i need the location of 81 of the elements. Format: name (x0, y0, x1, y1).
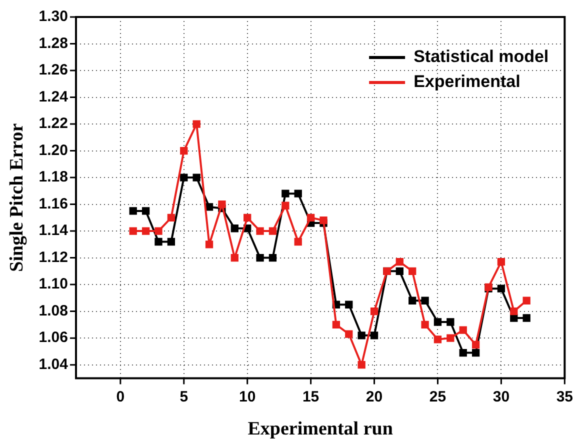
point (459, 326, 467, 334)
point (230, 224, 238, 232)
point (218, 200, 226, 208)
point (434, 336, 442, 344)
point (294, 190, 302, 198)
point (370, 332, 378, 340)
point (358, 360, 366, 369)
point (370, 307, 378, 316)
point (497, 284, 506, 292)
point (268, 254, 277, 262)
point (154, 227, 162, 235)
point (244, 214, 252, 222)
point (180, 174, 188, 182)
x-tick-label: 30 (492, 388, 510, 406)
y-tick-label: 1.06 (38, 329, 68, 346)
y-tick-label: 1.28 (38, 34, 68, 52)
legend-label: Statistical model (414, 47, 549, 66)
point (434, 318, 442, 326)
point (294, 238, 302, 246)
point (129, 207, 137, 215)
point (408, 296, 416, 304)
y-tick-label: 1.20 (38, 142, 68, 159)
point (421, 296, 429, 304)
x-tick-label: 20 (366, 388, 383, 406)
point (510, 314, 518, 322)
y-axis-title: Single Pitch Error (6, 122, 28, 272)
x-tick-label: 10 (239, 388, 256, 406)
x-tick-label: 5 (180, 388, 188, 406)
point (268, 227, 277, 235)
point (205, 203, 214, 211)
x-tick-label: 25 (429, 388, 446, 406)
point (459, 348, 467, 357)
point (205, 240, 214, 248)
point (282, 190, 290, 198)
point (167, 238, 176, 246)
point (332, 320, 340, 329)
point (256, 227, 264, 235)
point (282, 202, 290, 210)
point (472, 340, 480, 349)
point (522, 296, 530, 304)
point (510, 307, 518, 316)
point (256, 254, 264, 262)
point (180, 146, 188, 155)
y-tick-label: 1.18 (38, 168, 68, 186)
point (192, 120, 200, 128)
point (446, 318, 454, 326)
point (522, 314, 530, 322)
y-tick-label: 1.14 (38, 222, 69, 240)
point (446, 334, 454, 342)
point (345, 300, 353, 308)
point (408, 267, 416, 276)
point (396, 267, 404, 276)
x-tick-label: 15 (302, 388, 320, 406)
point (142, 207, 150, 215)
point (421, 320, 429, 329)
point (167, 214, 176, 222)
y-tick-label: 1.22 (38, 115, 68, 132)
y-tick-label: 1.24 (38, 88, 69, 106)
legend-label: Experimental (414, 72, 520, 92)
point (192, 174, 200, 182)
y-tick-label: 1.12 (38, 248, 68, 266)
point (358, 332, 366, 340)
y-tick-label: 1.26 (38, 62, 68, 79)
point (230, 254, 238, 262)
point (497, 258, 506, 266)
point (472, 348, 480, 357)
point (345, 330, 353, 338)
y-tick-label: 1.10 (38, 276, 68, 293)
y-tick-label: 1.30 (38, 8, 68, 26)
y-tick-label: 1.08 (38, 302, 68, 320)
y-tick-label: 1.16 (38, 195, 68, 212)
x-tick-label: 35 (556, 388, 573, 406)
point (154, 238, 162, 246)
point (129, 227, 137, 235)
point (320, 216, 328, 224)
point (306, 214, 315, 222)
y-tick-label: 1.04 (38, 356, 69, 373)
x-tick-label: 0 (116, 388, 125, 406)
point (142, 227, 150, 235)
x-axis-title: Experimental run (248, 418, 394, 440)
point (396, 258, 404, 266)
